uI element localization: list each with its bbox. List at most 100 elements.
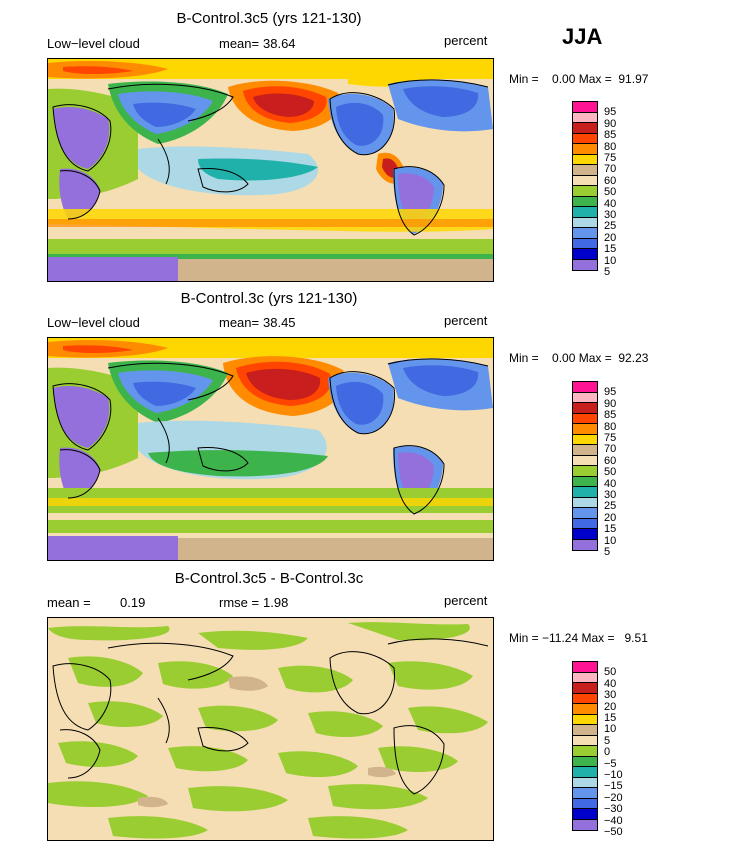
panel-3-rmse-label: rmse = <box>219 595 260 610</box>
colorbar-swatch <box>573 445 597 456</box>
colorbar-level-label: 85 <box>604 129 617 142</box>
colorbar-level-label: −40 <box>604 814 623 827</box>
colorbar-swatch <box>573 165 597 176</box>
colorbar-swatch <box>573 518 597 529</box>
colorbar-level-label: 80 <box>604 140 617 153</box>
colorbar-swatch <box>573 683 597 694</box>
colorbar-swatch <box>573 777 597 788</box>
colorbar-level-label: 50 <box>604 466 617 479</box>
colorbar-level-label: −5 <box>604 757 617 770</box>
panel-1-variable-label: Low−level cloud <box>47 36 140 51</box>
colorbar-level-label: 10 <box>604 723 617 736</box>
colorbar-swatch <box>573 539 597 550</box>
colorbar-swatch <box>573 434 597 445</box>
colorbar-swatch <box>573 809 597 820</box>
panel-2-mean-label: mean= <box>219 315 260 330</box>
colorbar-swatch <box>573 693 597 704</box>
colorbar-level-label: 15 <box>604 712 617 724</box>
colorbar-level-label: 85 <box>604 409 617 422</box>
panel-1-map <box>47 58 494 282</box>
panel-3-mean-label: mean = <box>47 595 91 610</box>
colorbar-swatch <box>573 746 597 757</box>
colorbar-swatch <box>573 788 597 799</box>
colorbar-level-label: 30 <box>604 689 617 702</box>
colorbar-level-label: 25 <box>604 500 617 513</box>
colorbar-swatch <box>573 259 597 270</box>
panel-3-mean-value: 0.19 <box>120 595 146 610</box>
colorbar-swatch <box>573 228 597 239</box>
colorbar-level-label: −10 <box>604 769 623 781</box>
colorbar-level-label: 75 <box>604 432 617 444</box>
colorbar-swatch <box>573 175 597 186</box>
colorbar-level-label: 10 <box>604 254 617 267</box>
colorbar-swatch <box>573 529 597 540</box>
colorbar-level-label: 25 <box>604 220 617 233</box>
colorbar-level-label: 5 <box>604 266 611 278</box>
colorbar-level-label: 40 <box>604 677 617 690</box>
colorbar-swatch <box>573 196 597 207</box>
colorbar-swatch <box>573 714 597 725</box>
colorbar-level-label: 70 <box>604 163 617 176</box>
colorbar-swatch <box>573 662 597 673</box>
colorbar-level-label: 90 <box>604 397 617 410</box>
colorbar-swatch <box>573 207 597 218</box>
colorbar-level-label: 5 <box>604 546 611 558</box>
panel-2-minmax: Min = 0.00 Max = 92.23 <box>509 351 649 365</box>
colorbar-level-label: 60 <box>604 174 617 187</box>
colorbar-swatch <box>573 672 597 683</box>
panel-3-rmse-value: 1.98 <box>263 595 289 610</box>
panel-1-title: B-Control.3c5 (yrs 121-130) <box>176 10 362 27</box>
colorbar-level-label: 90 <box>604 117 617 130</box>
panel-3-minmax: Min = −11.24 Max = 9.51 <box>509 631 648 645</box>
colorbar-level-label: 20 <box>604 511 617 524</box>
colorbar-level-label: 5 <box>604 734 611 747</box>
colorbar-swatch <box>573 725 597 736</box>
colorbar-swatch <box>573 508 597 519</box>
colorbar-swatch <box>573 487 597 498</box>
colorbar-swatch <box>573 102 597 113</box>
colorbar-level-label: 70 <box>604 443 617 456</box>
panel-2-units: percent <box>444 313 488 328</box>
colorbar-swatch <box>573 767 597 778</box>
colorbar-swatch <box>573 144 597 155</box>
panel-3-colorbar <box>572 661 598 831</box>
colorbar-level-label: −30 <box>604 803 623 816</box>
colorbar-level-label: −15 <box>604 780 623 793</box>
panel-2-title: B-Control.3c (yrs 121-130) <box>180 290 358 307</box>
colorbar-level-label: 60 <box>604 454 617 467</box>
panel-3-units: percent <box>444 593 488 608</box>
panel-1-units: percent <box>444 33 488 48</box>
panel-1-minmax: Min = 0.00 Max = 91.97 <box>509 72 649 86</box>
colorbar-level-label: −50 <box>604 826 623 838</box>
colorbar-swatch <box>573 112 597 123</box>
colorbar-level-label: 95 <box>604 106 617 119</box>
colorbar-swatch <box>573 497 597 508</box>
panel-1-colorbar <box>572 101 598 271</box>
colorbar-level-label: 15 <box>604 243 617 256</box>
panel-2-variable-label: Low−level cloud <box>47 315 140 330</box>
colorbar-swatch <box>573 466 597 477</box>
colorbar-level-label: 40 <box>604 477 617 490</box>
colorbar-level-label: 20 <box>604 231 617 244</box>
colorbar-level-label: 95 <box>604 386 617 399</box>
panel-1-mean-label: mean= <box>219 36 260 51</box>
panel-2-map-svg <box>48 338 493 560</box>
colorbar-swatch <box>573 819 597 830</box>
colorbar-level-label: 15 <box>604 523 617 536</box>
colorbar-level-label: 0 <box>604 746 611 759</box>
colorbar-level-label: 20 <box>604 700 617 713</box>
colorbar-swatch <box>573 382 597 393</box>
colorbar-level-label: 50 <box>604 186 617 199</box>
colorbar-level-label: 80 <box>604 420 617 433</box>
panel-2-colorbar <box>572 381 598 551</box>
colorbar-level-label: 75 <box>604 152 617 164</box>
colorbar-level-label: 10 <box>604 534 617 547</box>
colorbar-swatch <box>573 217 597 228</box>
colorbar-swatch <box>573 455 597 466</box>
colorbar-swatch <box>573 424 597 435</box>
panel-3-map-svg <box>48 618 493 840</box>
colorbar-swatch <box>573 133 597 144</box>
colorbar-swatch <box>573 238 597 249</box>
colorbar-level-label: 30 <box>604 489 617 501</box>
colorbar-swatch <box>573 123 597 134</box>
